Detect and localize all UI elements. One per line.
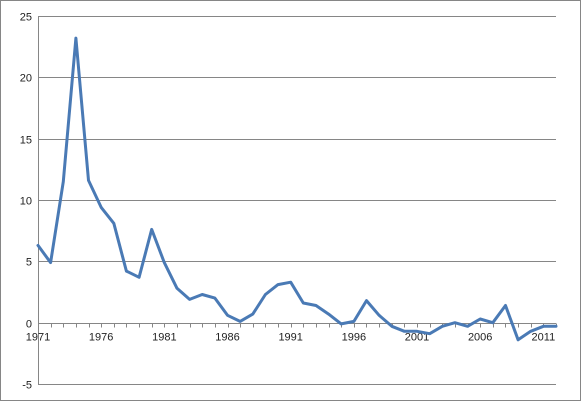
y-tick-labels: 25 20 15 10 5 0 -5 xyxy=(20,12,32,392)
data-point xyxy=(277,283,280,286)
data-point xyxy=(214,297,217,300)
data-point xyxy=(112,222,115,225)
data-point xyxy=(49,261,52,264)
data-point xyxy=(353,320,356,323)
x-tick-label: 2006 xyxy=(468,332,492,344)
data-point xyxy=(403,330,406,333)
data-point xyxy=(390,325,393,328)
x-tick-label: 1991 xyxy=(278,332,302,344)
data-point xyxy=(504,304,507,307)
x-tick-label: 2011 xyxy=(532,332,556,344)
data-point xyxy=(302,302,305,305)
data-point xyxy=(239,320,242,323)
data-point xyxy=(378,314,381,317)
data-point xyxy=(150,228,153,231)
gridlines xyxy=(38,16,556,385)
x-tick-label: 2001 xyxy=(405,332,429,344)
data-point xyxy=(37,244,40,247)
data-point xyxy=(289,281,292,284)
y-tick-label: 5 xyxy=(26,257,32,269)
data-point xyxy=(75,37,78,40)
series-line xyxy=(36,36,558,342)
data-point xyxy=(188,298,191,301)
data-point xyxy=(365,299,368,302)
series-layer xyxy=(36,36,558,342)
x-tick-label: 1996 xyxy=(342,332,366,344)
data-point xyxy=(327,313,330,316)
y-tick-label: 15 xyxy=(20,135,32,147)
data-point xyxy=(479,318,482,321)
data-point xyxy=(251,313,254,316)
y-tick-label: 10 xyxy=(20,196,32,208)
data-point xyxy=(491,321,494,324)
data-point xyxy=(226,314,229,317)
data-point xyxy=(176,287,179,290)
y-tick-label: 25 xyxy=(20,12,32,24)
data-point xyxy=(201,293,204,296)
data-point xyxy=(315,304,318,307)
data-point xyxy=(138,276,141,279)
data-point xyxy=(163,261,166,264)
data-point xyxy=(555,325,558,328)
x-tick-labels: 1971 1976 1981 1986 1991 1996 2001 2006 2011 xyxy=(26,332,555,344)
data-point xyxy=(125,270,128,273)
data-point xyxy=(466,325,469,328)
y-tick-label: 20 xyxy=(20,73,32,85)
data-point xyxy=(529,330,532,333)
x-tick-label: 1986 xyxy=(215,332,239,344)
data-point xyxy=(517,338,520,341)
data-point xyxy=(441,325,444,328)
data-point xyxy=(62,180,65,183)
y-tick-label: 0 xyxy=(26,319,32,331)
data-point xyxy=(542,325,545,328)
data-point xyxy=(416,330,419,333)
data-point xyxy=(87,179,90,182)
x-tick-label: 1976 xyxy=(89,332,113,344)
data-point xyxy=(428,332,431,335)
data-point xyxy=(454,321,457,324)
y-tick-label: -5 xyxy=(22,380,32,392)
data-point xyxy=(100,206,103,209)
data-point xyxy=(340,323,343,326)
x-tick-label: 1971 xyxy=(26,332,50,344)
data-point xyxy=(264,293,267,296)
x-tick-label: 1981 xyxy=(152,332,176,344)
